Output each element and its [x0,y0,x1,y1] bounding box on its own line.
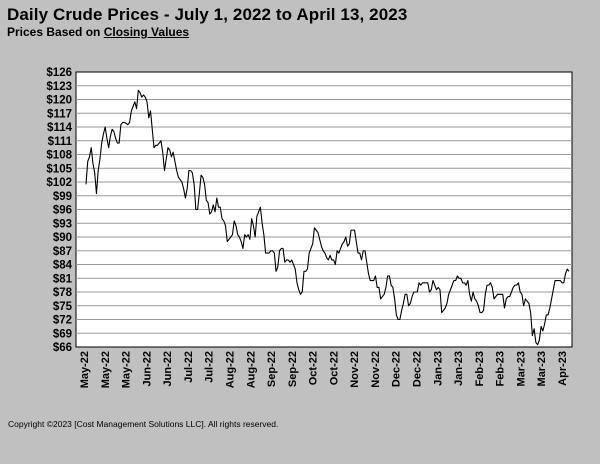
x-tick-label: Feb-23 [474,351,486,386]
x-tick-label: Nov-22 [349,351,361,388]
y-tick-label: $96 [53,205,72,217]
y-tick-label: $108 [46,150,72,162]
x-tick-label: Mar-23 [515,351,527,386]
y-tick-label: $102 [46,177,72,189]
x-tick-label: Aug-22 [245,351,257,388]
y-tick-label: $66 [53,342,72,354]
y-tick-label: $93 [53,218,72,230]
price-line [85,89,570,346]
gridlines [76,85,572,334]
y-tick-label: $105 [46,163,72,175]
x-tick-label: Feb-23 [495,351,507,386]
x-tick-label: May-22 [121,351,133,388]
x-tick-label: Oct-22 [308,351,320,385]
x-tick-label: Dec-22 [391,351,403,387]
x-tick-label: Jul-22 [183,351,195,383]
y-tick-label: $117 [47,108,72,120]
x-tick-label: Jan-23 [453,351,465,386]
subtitle-prefix: Prices Based on [7,25,101,39]
y-tick-label: $126 [46,67,72,79]
x-tick-label: May-22 [100,351,112,388]
x-tick-label: Dec-22 [412,351,424,387]
x-tick-label: Jun-22 [162,351,174,386]
y-tick-label: $75 [53,301,73,313]
y-tick-label: $114 [47,122,73,134]
x-tick-label: Sep-22 [287,351,299,387]
x-tick-label: Sep-22 [266,351,278,387]
y-tick-label: $99 [53,191,72,203]
x-tick-label: Apr-23 [557,351,569,386]
chart-subtitle: Prices Based on Closing Values [7,25,189,39]
price-series [85,89,570,346]
chart-title: Daily Crude Prices - July 1, 2022 to Apr… [7,5,408,24]
x-tick-label: Nov-22 [370,351,382,388]
y-tick-label: $123 [46,81,72,93]
y-tick-label: $120 [46,95,72,107]
y-tick-label: $81 [53,273,73,285]
copyright-notice: Copyright ©2023 [Cost Management Solutio… [8,419,279,429]
y-tick-label: $111 [48,136,73,148]
y-tick-label: $87 [53,246,72,258]
x-tick-label: Oct-22 [328,351,340,385]
y-tick-label: $78 [53,287,73,299]
x-tick-label: Aug-22 [224,351,236,388]
y-tick-label: $90 [53,232,72,244]
y-axis-labels: $66 $69$72 $75 $78 $81$84 $87 $90 $93$96 $99 $102… [46,67,72,354]
y-tick-label: $84 [53,260,73,272]
x-tick-label: Mar-23 [536,351,548,386]
x-tick-label: Jul-22 [204,351,216,383]
y-tick-label: $72 [53,315,72,327]
x-axis-labels: May-22 May-22 May-22 Jun-22 Jun-22 Jul-22 Jul-… [79,351,569,388]
x-tick-label: Jun-22 [141,351,153,386]
y-tick-label: $69 [53,328,72,340]
x-tick-label: May-22 [79,351,91,388]
x-tick-label: Jan-23 [432,351,444,386]
subtitle-link[interactable]: Closing Values [103,25,190,39]
